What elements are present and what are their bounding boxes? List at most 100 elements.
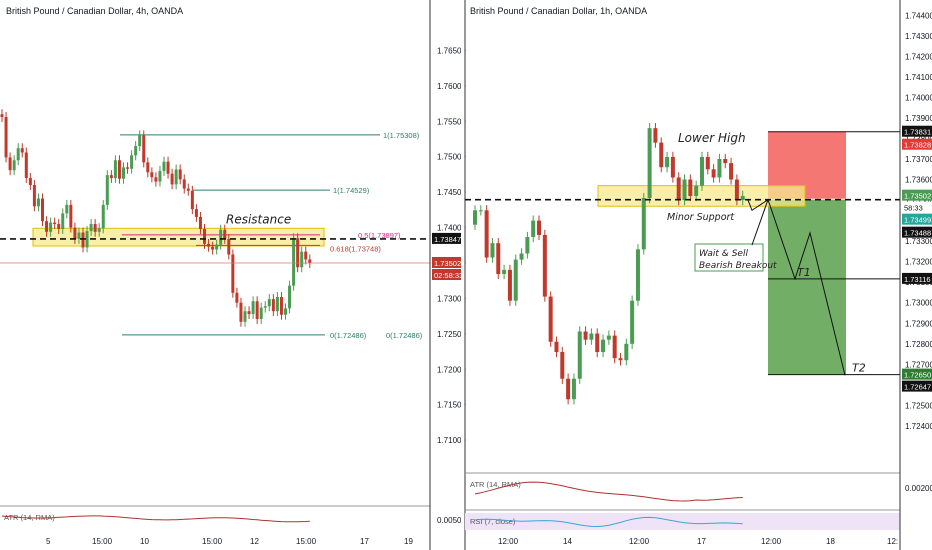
right-y-tick: 1.74100 [905,73,932,82]
left-candle-body [93,224,97,232]
right-rsi-panel: RSI (7, close) [465,509,900,530]
right-candle-body [670,156,675,178]
left-candle-body [142,135,146,163]
wait-sell-box [694,243,764,272]
stop-loss-tag-bg [902,125,932,137]
left-candle-body [154,177,158,182]
t1-tag: 1.73116 [904,275,931,284]
left-candle-body [113,160,117,178]
left-y-tick: 1.76000 [437,82,466,91]
right-y-tick: 1.73900 [905,114,932,123]
right-candle-body [531,220,536,238]
right-candle-body [577,331,582,379]
right-candle-body [473,210,477,225]
left-resistance-label: Resistance [226,212,291,226]
left-fib-label: 0(1.72486) [386,331,423,340]
right-candle-body [641,198,646,250]
t2-tag: 1.72647 [904,383,931,392]
right-candle-body [490,243,495,258]
right-chart-title: British Pound / Canadian Dollar, 1h, OAN… [470,6,647,16]
left-candle-body [182,179,186,189]
right-atr-panel: ATR (14, RMA) 0.00200 [465,472,932,502]
left-candle-body [215,244,219,250]
left-candle-body [178,169,182,180]
left-candle-body [36,198,40,207]
right-atr-label: ATR (14, RMA) [470,480,521,489]
left-candle-body [279,297,283,315]
left-candle-body [130,155,134,169]
left-candle-body [105,175,109,205]
right-candle-body [665,156,670,168]
right-y-tick: 1.73300 [905,237,932,246]
left-candle-body [170,173,174,185]
left-candle-body [186,188,190,191]
left-candle-body [166,161,170,174]
left-candle-body [122,167,125,179]
left-candle-body [207,243,211,247]
last-tag: 1.73499 [904,216,931,225]
right-candle-body [705,156,710,170]
right-candle-body [507,269,512,301]
left-candle-body [194,209,198,217]
right-y-tick: 1.72500 [905,401,932,410]
left-atr-line [1,515,310,523]
right-candle-body [699,156,704,186]
left-candle-body [190,190,194,210]
left-x-tick: 15:00 [202,537,223,546]
right-y-tick: 1.72700 [905,360,932,369]
left-candle-body [275,297,279,312]
left-candle-body [288,285,292,309]
left-y-axis: 1.76500 1.76000 1.75500 1.75000 1.74500 1.740… [432,46,466,445]
left-candle-body [97,228,101,232]
left-candle-body [32,185,36,207]
right-x-axis: 12:00 14 12:00 17 12:00 18 12: [498,537,898,546]
right-candle-body [711,169,716,178]
left-y-tick: 1.71500 [437,401,466,410]
target-tag: 1.72650 [904,371,931,380]
right-candle-body [519,253,524,260]
right-candle-body [589,333,594,340]
entry-tag-bg [902,189,932,201]
left-candle-body [57,224,61,229]
right-candle-body [653,128,658,143]
right-x-tick: 12:00 [498,537,519,546]
left-y-tick: 1.73000 [437,294,466,303]
left-candle-body [45,221,49,232]
right-candle-body [560,352,565,379]
right-y-tick: 1.72900 [905,319,932,328]
right-y-tick: 1.72400 [905,422,932,431]
left-candle-body [89,224,93,232]
t2-label: T2 [852,362,866,375]
left-y-tick: 1.75500 [437,117,466,126]
t2-tag-bg [902,380,932,392]
right-candle-body [548,296,553,342]
right-chart-panel: British Pound / Canadian Dollar, 1h, OAN… [465,6,932,431]
left-level-tag-bg [432,232,464,244]
right-candle-body [601,339,606,353]
right-candle-body [502,269,507,274]
left-x-tick: 15:00 [92,537,113,546]
right-candles [473,123,745,405]
left-fib-label: 1(1.74529) [333,186,370,195]
left-candle-body [41,198,44,222]
right-candle-body [694,185,699,196]
left-candle-body [300,251,304,268]
right-x-tick: 12:00 [761,537,782,546]
left-resistance-box [32,227,325,247]
left-candle-body [101,204,105,229]
left-candle-body [16,148,20,161]
left-candle-body [308,259,312,263]
left-resistance-zone [32,227,325,247]
right-candle-body [478,210,483,212]
minor-support-label: Minor Support [667,212,735,223]
left-x-tick: 19 [404,537,413,546]
right-candle-body [496,243,501,274]
right-candle-body [583,331,588,340]
right-x-tick: 17 [697,537,706,546]
left-candle-body [20,148,24,153]
right-y-axis: 1.74400 1.74300 1.74200 1.74100 1.74000 1.739… [902,11,932,431]
left-candle-body [109,175,113,178]
right-y-tick: 1.72800 [905,340,932,349]
left-countdown-tag-bg [432,269,464,280]
